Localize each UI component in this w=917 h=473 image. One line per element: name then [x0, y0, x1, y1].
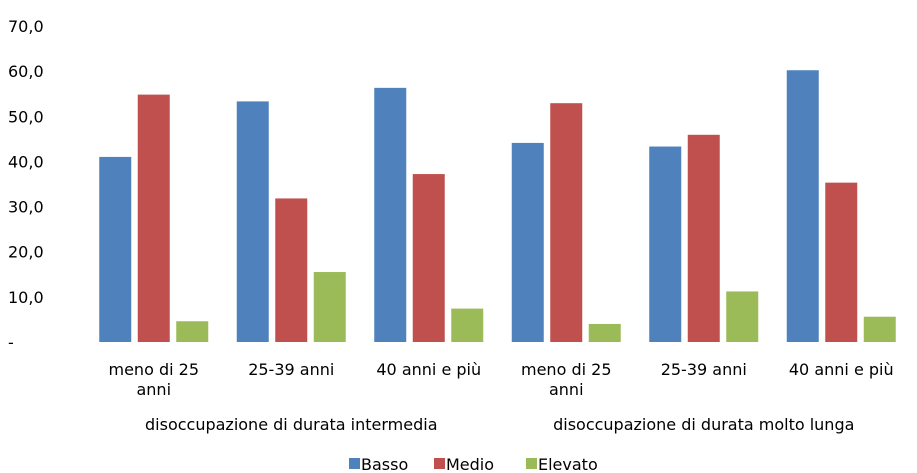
bar-medio — [412, 174, 445, 342]
legend-item: Basso — [349, 455, 408, 473]
x-category-label: meno di 25 — [109, 360, 200, 379]
bar-medio — [275, 198, 308, 342]
y-tick-label: 70,0 — [8, 17, 44, 36]
bar-elevato — [176, 321, 209, 342]
legend-label: Medio — [446, 455, 494, 473]
bar-elevato — [313, 272, 346, 342]
bar-elevato — [451, 308, 484, 342]
legend-swatch — [349, 458, 360, 469]
x-group-label: disoccupazione di durata molto lunga — [553, 415, 854, 434]
y-tick-label: 30,0 — [8, 198, 44, 217]
legend-label: Elevato — [538, 455, 598, 473]
bar-basso — [511, 142, 544, 342]
legend-swatch — [526, 458, 537, 469]
legend-swatch — [434, 458, 445, 469]
legend: Basso Medio Elevato — [349, 455, 598, 473]
bar-basso — [786, 70, 819, 343]
bar-medio — [825, 182, 858, 342]
bar-basso — [649, 146, 682, 342]
bar-basso — [374, 87, 407, 343]
bars — [99, 70, 896, 343]
y-tick-label: 10,0 — [8, 288, 44, 307]
bar-basso — [236, 101, 269, 342]
bar-elevato — [726, 291, 759, 342]
y-tick-label: 60,0 — [8, 62, 44, 81]
bar-medio — [550, 103, 583, 343]
bar-elevato — [863, 316, 896, 342]
x-category-label: 25-39 anni — [248, 360, 334, 379]
y-axis: - 10,0 20,0 30,0 40,0 50,0 60,0 70,0 — [8, 17, 44, 352]
y-tick-label: - — [8, 333, 14, 352]
x-group-label: disoccupazione di durata intermedia — [145, 415, 438, 434]
x-category-label: anni — [136, 380, 171, 399]
bar-basso — [99, 156, 132, 342]
x-category-label: 40 anni e più — [376, 360, 481, 379]
bar-medio — [137, 94, 170, 342]
bar-elevato — [588, 323, 621, 342]
bar-medio — [687, 134, 720, 342]
x-category-label: anni — [549, 380, 584, 399]
y-tick-label: 20,0 — [8, 243, 44, 262]
x-category-label: 25-39 anni — [661, 360, 747, 379]
legend-item: Elevato — [526, 455, 598, 473]
y-tick-label: 50,0 — [8, 107, 44, 126]
legend-item: Medio — [434, 455, 494, 473]
x-category-label: meno di 25 — [521, 360, 612, 379]
legend-label: Basso — [361, 455, 408, 473]
x-category-label: 40 anni e più — [789, 360, 894, 379]
y-tick-label: 40,0 — [8, 152, 44, 171]
